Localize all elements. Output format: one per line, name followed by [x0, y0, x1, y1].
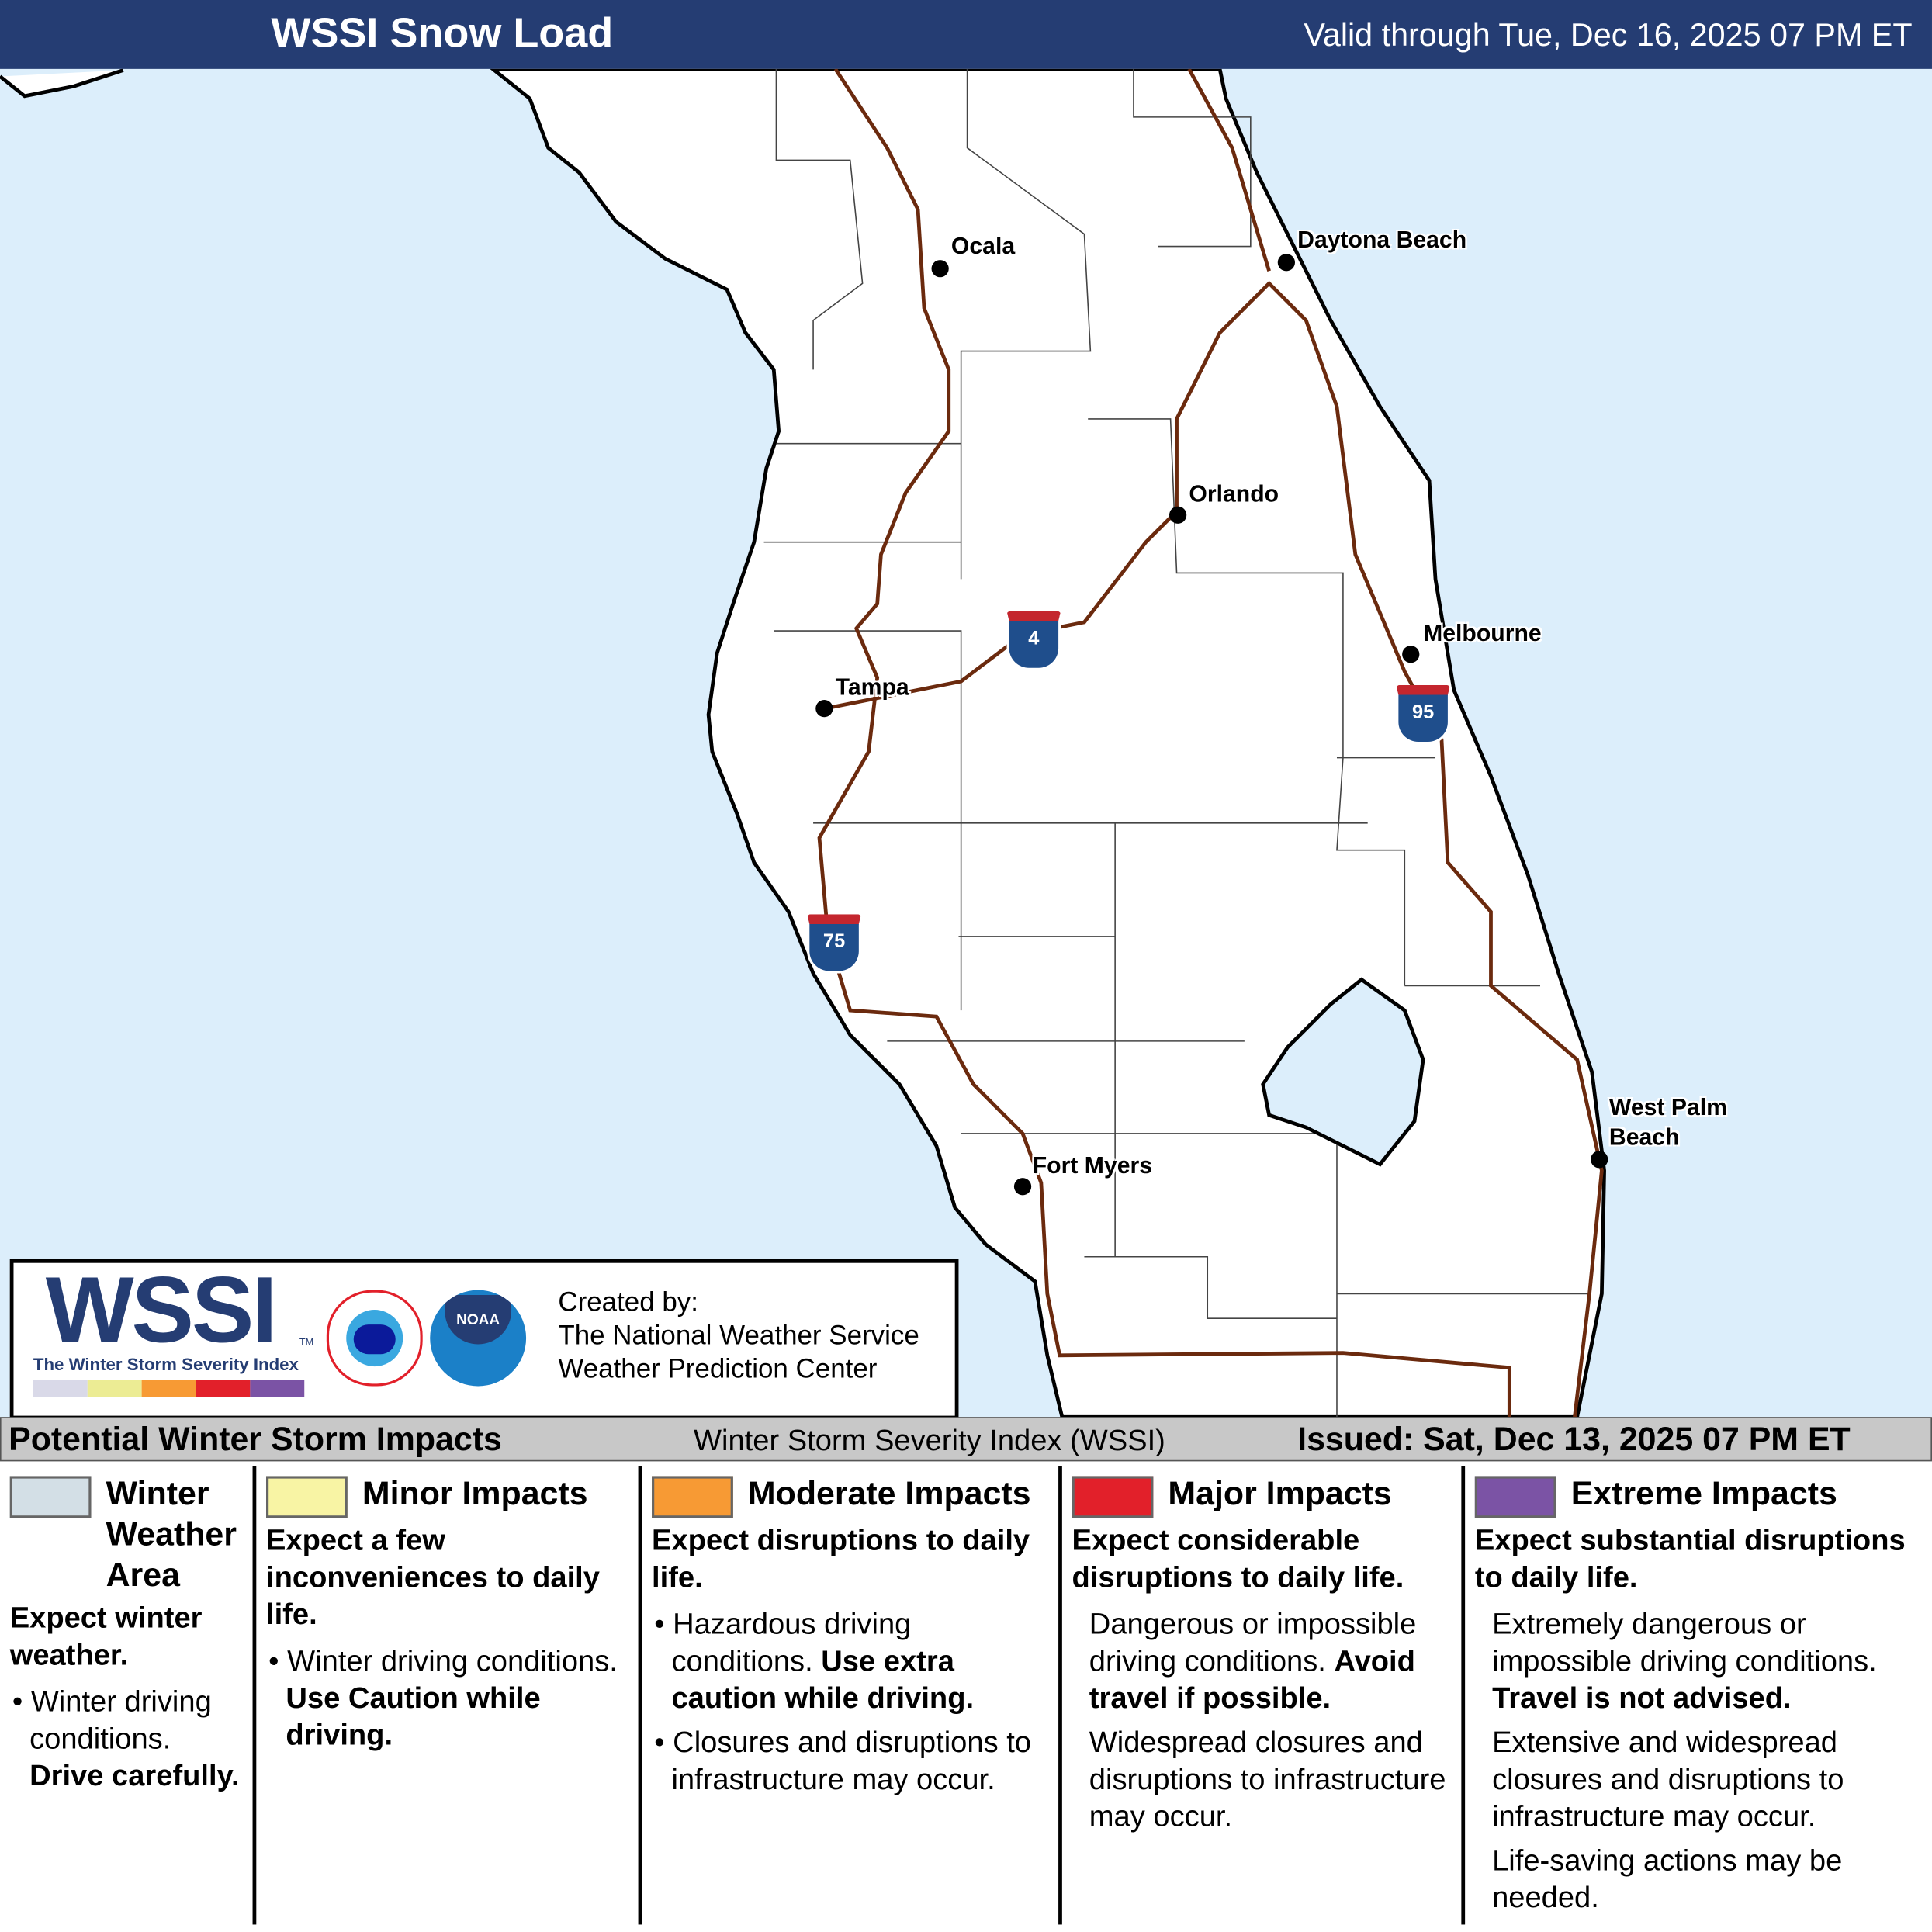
impacts-title: Potential Winter Storm Impacts	[9, 1420, 502, 1458]
legend-lead: Expect winter weather.	[9, 1601, 203, 1672]
swatch	[1072, 1476, 1154, 1518]
org-wpc: Weather Prediction Center	[558, 1352, 878, 1384]
city-dot	[815, 699, 833, 718]
interstate-roads	[817, 68, 1604, 1418]
impacts-bar: Potential Winter Storm Impacts Winter St…	[0, 1417, 1932, 1462]
legend-minor: Minor Impacts Expect a few inconvenience…	[256, 1466, 642, 1925]
county-lines	[763, 68, 1590, 1418]
city-dot	[931, 260, 949, 278]
legend-major: Major Impacts Expect considerable disrup…	[1062, 1466, 1466, 1925]
header: WSSI Snow Load Valid through Tue, Dec 16…	[0, 0, 1932, 69]
city-melbourne: Melbourne	[1423, 621, 1542, 647]
issued-time: Issued: Sat, Dec 13, 2025 07 PM ET	[1297, 1420, 1851, 1458]
swatch	[266, 1476, 348, 1518]
swatch	[1474, 1476, 1556, 1518]
created-by-label: Created by:	[558, 1286, 698, 1317]
created-by: Created by: The National Weather Service…	[558, 1285, 919, 1385]
legend-winter-weather: Winter Weather Area Expect winter weathe…	[0, 1466, 257, 1925]
legend-moderate: Moderate Impacts Expect disruptions to d…	[642, 1466, 1062, 1925]
legend-item: • Hazardous driving conditions. Use extr…	[654, 1608, 975, 1716]
city-ocala: Ocala	[950, 234, 1016, 261]
panhandle-coast	[0, 68, 124, 99]
city-dot	[1402, 646, 1420, 663]
swatch	[652, 1476, 733, 1518]
nws-logo	[326, 1290, 423, 1387]
org-nws: The National Weather Service	[558, 1319, 919, 1351]
city-fort-myers: Fort Myers	[1032, 1153, 1153, 1179]
valid-time: Valid through Tue, Dec 16, 2025 07 PM ET	[1304, 16, 1913, 54]
legend-item: Extensive and widespread closures and di…	[1492, 1726, 1844, 1833]
legend-item: Extremely dangerous or impossible drivin…	[1492, 1608, 1877, 1716]
city-dot	[1169, 506, 1187, 524]
city-west-palm-beach: West Palm Beach	[1608, 1095, 1727, 1151]
map[interactable]: Ocala Daytona Beach Orlando Melbourne Ta…	[0, 67, 1932, 1419]
legend-title: Extreme Impacts	[1570, 1474, 1837, 1512]
city-dot	[1591, 1151, 1608, 1169]
interstate-4-shield: 4	[1006, 611, 1061, 670]
legend-extreme: Extreme Impacts Expect substantial disru…	[1465, 1466, 1932, 1925]
logo-panel: WSSI TM The Winter Storm Severity Index …	[9, 1258, 959, 1420]
city-dot	[1013, 1178, 1032, 1196]
legend-lead: Expect considerable disruptions to daily…	[1072, 1524, 1404, 1594]
lake-okeechobee	[1261, 977, 1425, 1167]
legend-item: • Winter driving conditions. Use Caution…	[268, 1644, 618, 1753]
legend-lead: Expect disruptions to daily life.	[652, 1524, 1030, 1594]
swatch	[9, 1476, 92, 1518]
legend-title: Winter Weather Area	[106, 1474, 237, 1594]
map-title: WSSI Snow Load	[271, 9, 614, 57]
wssi-scale-bar	[33, 1380, 305, 1397]
legend-lead: Expect a few inconveniences to daily lif…	[266, 1524, 600, 1632]
wssi-logo: WSSI	[45, 1258, 278, 1363]
map-canvas	[0, 67, 1606, 1419]
legend-item: • Winter driving conditions. Drive carefu…	[12, 1685, 240, 1793]
interstate-95-shield: 95	[1396, 684, 1451, 745]
city-orlando: Orlando	[1189, 481, 1279, 508]
wssi-label: Winter Storm Severity Index (WSSI)	[694, 1424, 1165, 1458]
legend-item: Life-saving actions may be needed.	[1492, 1844, 1843, 1915]
legend-item: • Closures and disruptions to infrastruc…	[654, 1726, 1032, 1797]
florida-land	[487, 67, 1606, 1419]
legend-item: Widespread closures and disruptions to i…	[1089, 1726, 1446, 1833]
city-tampa: Tampa	[835, 675, 909, 701]
interstate-75-shield: 75	[807, 914, 862, 974]
legend-title: Major Impacts	[1168, 1474, 1392, 1512]
legend-item: Dangerous or impossible driving conditio…	[1089, 1608, 1417, 1716]
noaa-logo: NOAA	[430, 1290, 527, 1387]
city-daytona-beach: Daytona Beach	[1297, 227, 1467, 254]
legend-lead: Expect substantial disruptions to daily …	[1474, 1524, 1906, 1594]
legend-title: Minor Impacts	[362, 1474, 588, 1512]
city-dot	[1277, 254, 1295, 272]
trademark: TM	[299, 1336, 314, 1349]
legend-title: Moderate Impacts	[747, 1474, 1031, 1512]
wssi-subtitle: The Winter Storm Severity Index	[33, 1354, 299, 1374]
